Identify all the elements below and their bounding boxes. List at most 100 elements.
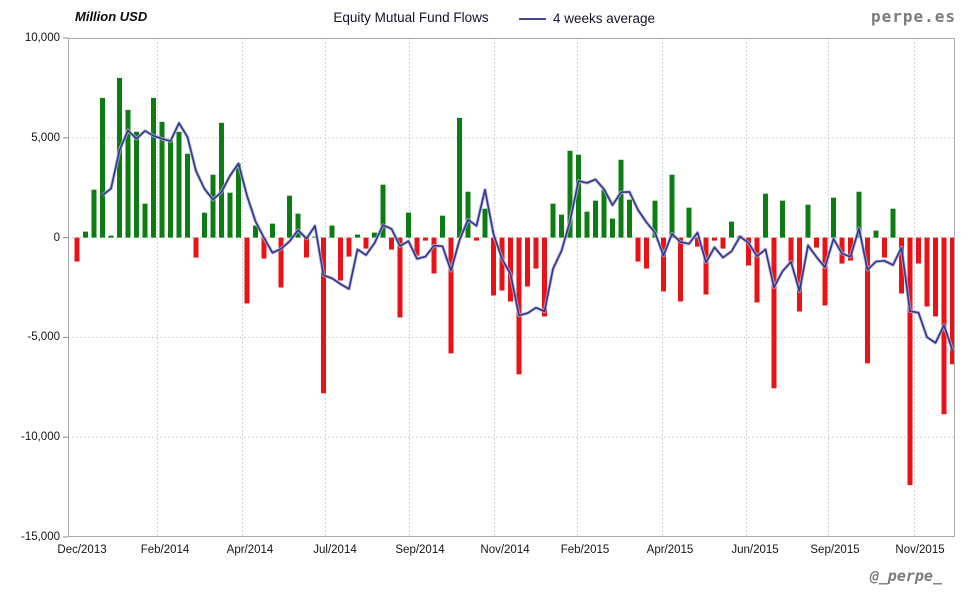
y-axis-unit-label: Million USD bbox=[75, 9, 148, 24]
bar-week bbox=[584, 211, 590, 238]
bar-week bbox=[91, 189, 97, 238]
y-tick-label: 5,000 bbox=[31, 131, 60, 144]
bar-week bbox=[346, 237, 352, 257]
bar-week bbox=[822, 237, 828, 306]
x-tick-label: Feb/2014 bbox=[140, 544, 190, 556]
bar-week bbox=[873, 230, 879, 238]
bar-week bbox=[882, 237, 887, 258]
bar-week bbox=[193, 237, 199, 258]
bar-week bbox=[74, 237, 80, 262]
bar-week bbox=[202, 212, 207, 238]
bar-week bbox=[746, 237, 751, 266]
legend-line-swatch-icon bbox=[519, 17, 546, 20]
bar-week bbox=[652, 200, 658, 238]
bar-week bbox=[508, 237, 513, 302]
bar-week bbox=[712, 237, 717, 241]
bar-week bbox=[516, 237, 522, 375]
bar-week bbox=[635, 237, 641, 262]
bar-week bbox=[567, 150, 573, 238]
bar-week bbox=[185, 153, 190, 238]
x-tick-label: Dec/2013 bbox=[57, 544, 107, 556]
bar-week bbox=[278, 237, 284, 288]
x-tick-label: Apr/2014 bbox=[226, 544, 274, 556]
bar-week bbox=[261, 237, 267, 259]
bar-week bbox=[108, 235, 114, 238]
bar-week bbox=[457, 117, 462, 238]
bar-week bbox=[916, 237, 921, 264]
bar-week bbox=[865, 237, 870, 364]
bar-week bbox=[312, 236, 318, 238]
bar-week bbox=[533, 237, 539, 269]
bar-week bbox=[720, 237, 726, 249]
bar-week bbox=[771, 237, 777, 389]
bar-week bbox=[253, 225, 258, 238]
moving-average-line bbox=[101, 122, 954, 351]
twitter-handle-watermark: @_perpe_ bbox=[869, 567, 942, 585]
bar-week bbox=[363, 237, 369, 249]
bar-week bbox=[805, 204, 811, 238]
x-tick-label: Apr/2015 bbox=[646, 544, 694, 556]
bar-week bbox=[321, 237, 326, 394]
bar-week bbox=[423, 237, 428, 241]
y-tick-label: -5,000 bbox=[27, 331, 60, 344]
bar-week bbox=[491, 237, 496, 296]
bar-week bbox=[448, 237, 454, 354]
bar-week bbox=[397, 237, 403, 318]
bar-week bbox=[780, 200, 785, 238]
bar-week bbox=[499, 237, 505, 291]
x-tick-label: Jul/2014 bbox=[313, 544, 357, 556]
bar-week bbox=[236, 163, 241, 238]
bar-week bbox=[338, 237, 343, 281]
bar-week bbox=[907, 237, 913, 486]
bar-week bbox=[856, 191, 862, 238]
bar-week bbox=[219, 122, 224, 238]
bar-week bbox=[100, 97, 105, 238]
legend-label: 4 weeks average bbox=[553, 11, 656, 26]
bar-week bbox=[329, 225, 335, 238]
bar-week bbox=[142, 203, 148, 238]
bar-week bbox=[542, 237, 547, 317]
bar-week bbox=[763, 193, 768, 238]
bar-week bbox=[831, 197, 836, 238]
bar-week bbox=[593, 200, 598, 238]
bar-week bbox=[295, 213, 301, 238]
bar-week bbox=[440, 215, 445, 238]
bar-week bbox=[389, 237, 394, 250]
y-tick-label: -10,000 bbox=[20, 431, 60, 444]
bar-week bbox=[372, 232, 377, 238]
bar-week bbox=[83, 231, 88, 238]
y-tick-label: 10,000 bbox=[24, 32, 60, 44]
bar-week bbox=[924, 237, 930, 307]
bar-week bbox=[355, 234, 360, 238]
bar-week bbox=[899, 237, 904, 294]
bar-week bbox=[848, 237, 853, 261]
bar-week bbox=[482, 208, 488, 238]
bar-week bbox=[287, 195, 292, 238]
bar-week bbox=[678, 237, 683, 302]
x-tick-label: Nov/2014 bbox=[480, 544, 530, 556]
bar-week bbox=[686, 207, 692, 238]
bar-week bbox=[465, 191, 471, 238]
bar-week bbox=[814, 237, 819, 248]
bar-week bbox=[661, 237, 666, 292]
bar-week bbox=[474, 237, 479, 241]
bar-week bbox=[703, 237, 709, 295]
bar-week bbox=[669, 174, 675, 238]
bar-week bbox=[797, 237, 802, 312]
bar-week bbox=[729, 221, 734, 238]
plot-border bbox=[68, 38, 955, 537]
x-tick-label: Feb/2015 bbox=[560, 544, 610, 556]
bar-week bbox=[304, 237, 309, 258]
bar-week bbox=[890, 208, 896, 238]
x-tick-label: Sep/2014 bbox=[395, 544, 445, 556]
bar-week bbox=[601, 189, 607, 238]
bar-week bbox=[227, 192, 233, 238]
bar-week bbox=[431, 237, 437, 274]
legend: 4 weeks average bbox=[519, 11, 655, 26]
bar-week bbox=[380, 184, 386, 238]
bar-week bbox=[788, 237, 794, 265]
bar-week bbox=[406, 212, 411, 238]
x-tick-label: Jun/2015 bbox=[731, 544, 779, 556]
